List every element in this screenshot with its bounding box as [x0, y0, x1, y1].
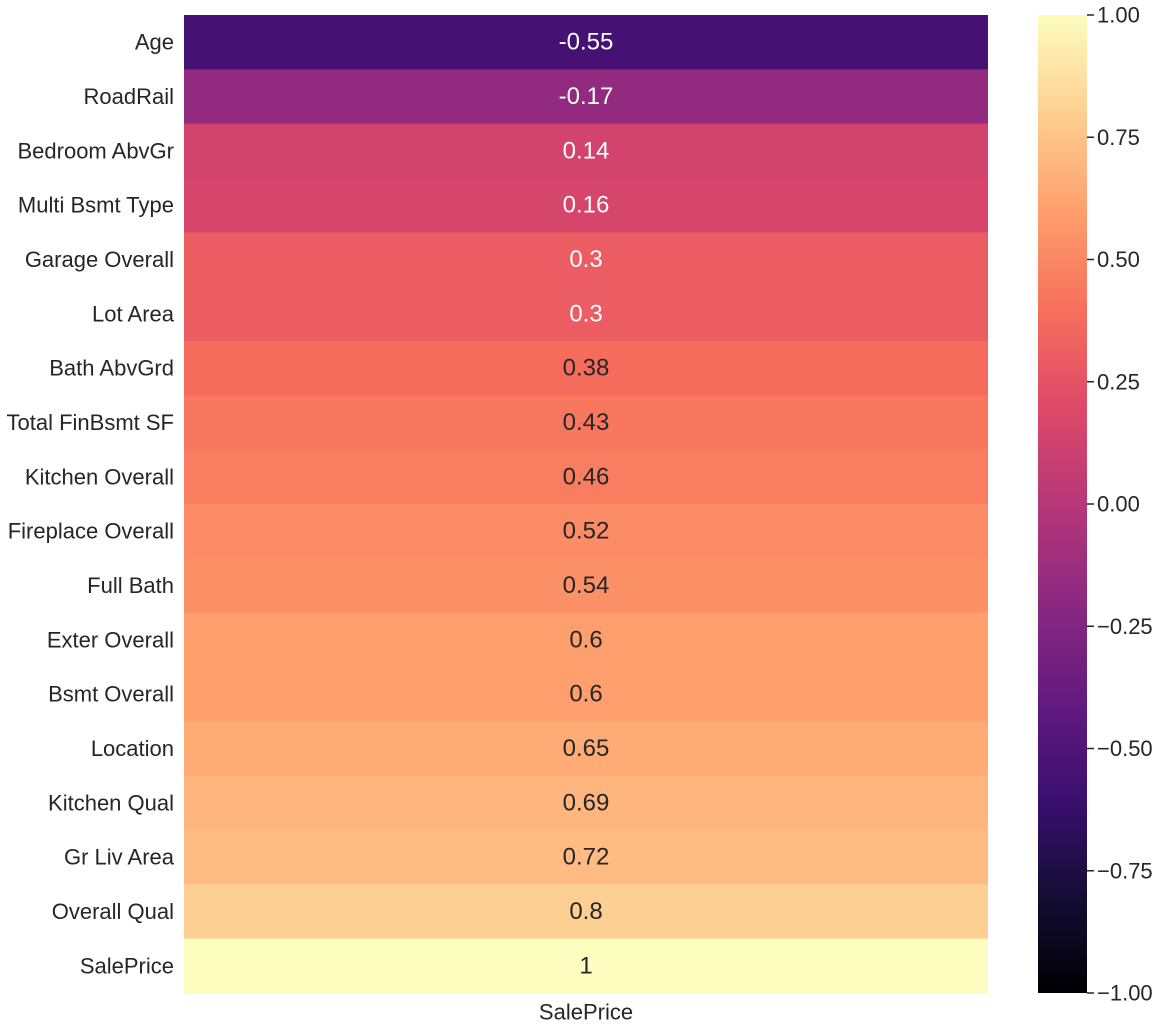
cell-annotation: 1: [579, 952, 592, 979]
colorbar-tick-label: −0.75: [1097, 858, 1153, 883]
colorbar-tick-label: 0.50: [1097, 247, 1140, 272]
column-labels: SalePrice: [539, 1000, 633, 1025]
row-label: Lot Area: [92, 301, 175, 326]
cell-annotation: 0.16: [563, 192, 610, 219]
cell-annotation: 0.8: [569, 898, 602, 925]
cell-annotation: 0.14: [563, 137, 610, 164]
row-label: Fireplace Overall: [8, 519, 174, 544]
heatmap-cell: [184, 123, 988, 179]
heatmap-cell: [184, 558, 988, 614]
heatmap-cell: [184, 504, 988, 559]
column-label: SalePrice: [539, 1000, 633, 1025]
colorbar-tick-label: 0.75: [1097, 125, 1140, 150]
heatmap-cell: [184, 15, 988, 70]
heatmap-cell: [184, 395, 988, 451]
cell-annotation: 0.69: [563, 789, 610, 816]
row-label: Location: [91, 736, 174, 761]
row-label: Bath AbvGrd: [49, 356, 174, 381]
row-label: Bsmt Overall: [48, 682, 174, 707]
cell-annotation: 0.43: [563, 409, 610, 436]
row-label: Bedroom AbvGr: [17, 138, 174, 163]
colorbar-tick-label: −1.00: [1097, 981, 1153, 1006]
colorbar-tick-label: 1.00: [1097, 3, 1140, 28]
heatmap-cell: [184, 286, 988, 342]
colorbar-gradient: [1038, 15, 1087, 993]
cell-annotation: 0.72: [563, 844, 610, 871]
cell-annotation: 0.54: [563, 572, 610, 599]
cell-annotation: 0.6: [569, 626, 602, 653]
heatmap-cell: [184, 938, 988, 994]
row-label: Kitchen Overall: [25, 464, 174, 489]
cell-annotation: -0.55: [559, 29, 614, 56]
cell-annotation: -0.17: [559, 83, 614, 110]
row-label: Exter Overall: [47, 627, 174, 652]
heatmap-cell: [184, 341, 988, 396]
row-label: Gr Liv Area: [64, 845, 175, 870]
row-label: Total FinBsmt SF: [7, 410, 174, 435]
row-label: Garage Overall: [25, 247, 174, 272]
heatmap-cell: [184, 449, 988, 505]
row-label: Kitchen Qual: [48, 790, 174, 815]
cell-annotation: 0.6: [569, 681, 602, 708]
cell-annotation: 0.3: [569, 246, 602, 273]
colorbar-tick-label: 0.25: [1097, 369, 1140, 394]
heatmap-cell: [184, 667, 988, 722]
cell-annotation: 0.65: [563, 735, 610, 762]
colorbar-tick-label: −0.50: [1097, 736, 1153, 761]
row-label: Multi Bsmt Type: [18, 193, 174, 218]
heatmap-cell: [184, 830, 988, 885]
heatmap-cell: [184, 178, 988, 233]
cell-annotation: 0.38: [563, 355, 610, 382]
heatmap-cell: [184, 232, 988, 288]
row-label: Overall Qual: [52, 899, 174, 924]
heatmap-cell: [184, 721, 988, 777]
heatmap-cells: -0.55 -0.17 0.14 0.16 0.3 0.3 0.38 0.43 0.46 0.52…: [184, 15, 988, 994]
colorbar-tick-label: 0.00: [1097, 492, 1140, 517]
cell-annotation: 0.52: [563, 518, 610, 545]
cell-annotation: 0.46: [563, 463, 610, 490]
colorbar-tick-label: −0.25: [1097, 614, 1153, 639]
heatmap-cell: [184, 775, 988, 831]
heatmap-cell: [184, 612, 988, 668]
row-labels: Age RoadRail Bedroom AbvGr Multi Bsmt Type G…: [7, 30, 175, 979]
heatmap-cell: [184, 69, 988, 125]
row-label: RoadRail: [84, 84, 175, 109]
cell-annotation: 0.3: [569, 300, 602, 327]
row-label: SalePrice: [80, 953, 174, 978]
colorbar: 1.00 0.75 0.50 0.25 0.00 −0.25 −0.50 −0.75 −1.00: [1038, 3, 1153, 1006]
row-label: Full Bath: [87, 573, 174, 598]
heatmap-cell: [184, 884, 988, 940]
row-label: Age: [135, 30, 174, 55]
